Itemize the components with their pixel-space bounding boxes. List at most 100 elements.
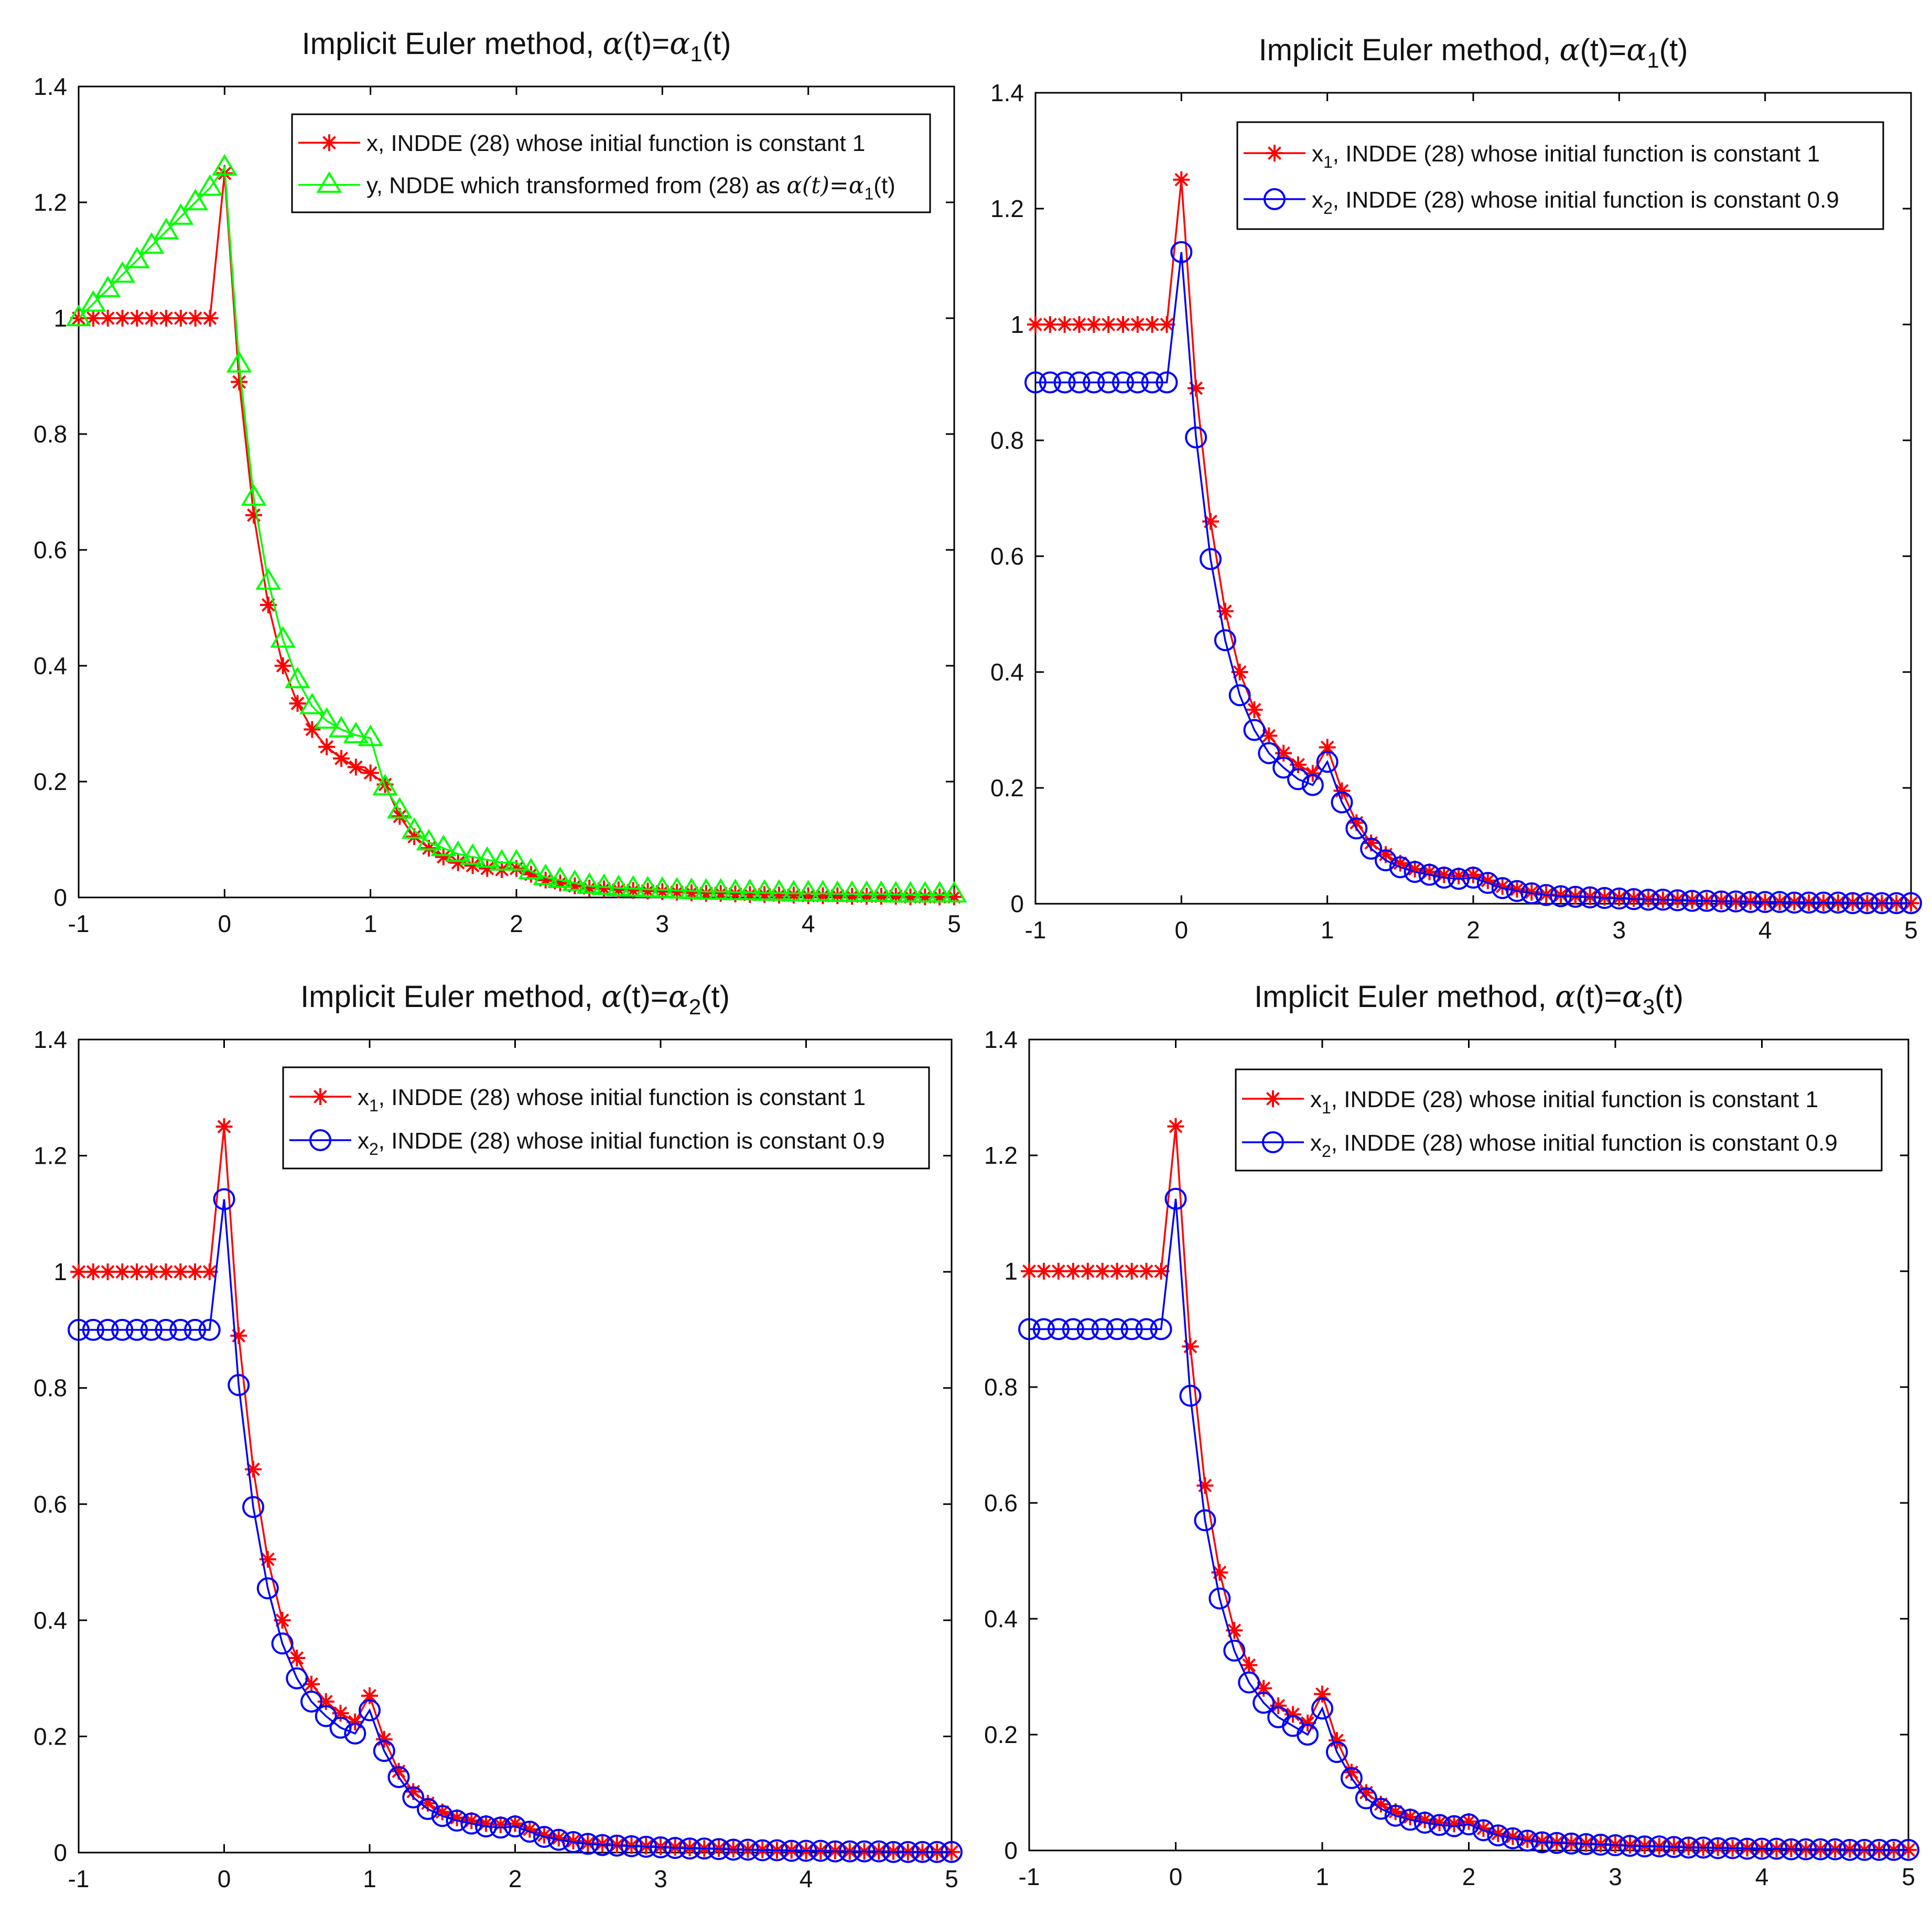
data-point-x2: [1531, 1831, 1553, 1854]
data-point-x1-d2: [537, 1828, 551, 1842]
y-tick-label: 1: [1010, 311, 1024, 338]
data-point-y: [299, 692, 325, 715]
data-point-y: [110, 261, 135, 283]
data-point-x2: [1448, 868, 1470, 890]
series-x2: [1018, 1187, 1919, 1861]
x-tick-label: 3: [1613, 916, 1626, 944]
legend-text: , INDDE (28) whose initial function is c…: [378, 131, 865, 156]
data-point-x2: [1164, 1187, 1187, 1210]
legend-label-x1: x1, INDDE (28) whose initial function is…: [1310, 1087, 1818, 1117]
data-point-x2: [926, 1841, 948, 1863]
x-tick-label: -1: [1025, 916, 1046, 944]
data-point-x1: [1056, 316, 1073, 333]
data-point-y: [124, 246, 150, 268]
x-tick-label: 5: [1904, 916, 1918, 944]
data-point-x2: [1535, 884, 1558, 906]
legend-label-y: y, NDDE which transformed from (28) as α…: [366, 172, 895, 203]
x-tick-label: -1: [68, 1865, 90, 1892]
data-point-x1: [1240, 1657, 1258, 1674]
data-point-x2: [1083, 371, 1105, 394]
data-point-x2: [1047, 1318, 1070, 1340]
data-point-x1: [361, 1687, 378, 1704]
data-point-x2: [155, 1318, 177, 1341]
x-tick-label: 3: [656, 910, 670, 937]
title-alpha-2: α: [1622, 979, 1643, 1014]
legend-marker-x1: [1266, 145, 1283, 162]
data-point-y: [912, 881, 938, 903]
data-point-y: [751, 879, 778, 901]
data-point-x-d2: [407, 830, 422, 843]
data-point-y: [343, 721, 369, 743]
data-point-x2: [1325, 1741, 1348, 1763]
data-point-x2: [329, 1716, 352, 1739]
data-point-x1: [1027, 316, 1044, 333]
legend-box: [282, 1066, 930, 1170]
data-point-x-d2: [188, 311, 202, 325]
data-point-x1-d2: [130, 1265, 144, 1279]
y-tick-label: 0.8: [34, 420, 67, 448]
title-prefix: Implicit Euler method,: [300, 980, 601, 1014]
data-point-y: [445, 840, 471, 862]
data-point-x2: [1106, 1318, 1128, 1340]
legend-subscript: 1: [369, 1096, 379, 1115]
data-point-x1: [1094, 1263, 1111, 1280]
data-point-x1-d2: [1087, 318, 1101, 331]
legend-label-x2: x2, INDDE (28) whose initial function is…: [1312, 187, 1839, 218]
data-point-x2: [1091, 1318, 1114, 1340]
data-point-x1: [1152, 1263, 1170, 1280]
legend-marker-x-d2: [322, 136, 336, 150]
data-point-x2: [1404, 861, 1426, 883]
title-alpha: α: [601, 979, 622, 1014]
data-point-x2: [1868, 1838, 1891, 1861]
data-point-x: [84, 310, 102, 327]
data-point-x1: [1050, 1263, 1067, 1280]
data-point-x1-d2: [1554, 888, 1568, 902]
data-point-x2: [1520, 882, 1543, 905]
data-point-x1-d2: [1422, 865, 1437, 879]
data-point-x2: [169, 1318, 192, 1341]
data-point-x2: [1472, 1819, 1495, 1842]
data-point-x: [289, 695, 306, 712]
data-point-x2: [519, 1821, 541, 1843]
data-point-x1-d2: [1116, 318, 1130, 331]
data-point-x1-d2: [115, 1265, 129, 1279]
data-point-x2: [198, 1318, 221, 1341]
data-point-x1-d2: [1277, 746, 1291, 760]
data-point-x2: [1238, 1671, 1260, 1694]
legend-symbol: x: [358, 1128, 369, 1154]
legend-text: , INDDE (28) whose initial function is c…: [1333, 141, 1820, 167]
data-point-x2: [242, 1496, 264, 1518]
legend-marker-y: [316, 171, 342, 193]
data-point-x1-d2: [1242, 1658, 1256, 1672]
data-point-y: [197, 174, 223, 196]
data-point-x2: [1663, 1836, 1685, 1858]
x-tick-label: 3: [1609, 1863, 1622, 1890]
data-point-x2: [1433, 867, 1455, 889]
data-point-y: [708, 878, 734, 900]
data-point-x2: [650, 1836, 672, 1859]
data-point-x1: [1328, 1732, 1345, 1749]
data-point-x2: [1018, 1318, 1040, 1340]
data-point-x-d2: [466, 859, 480, 873]
data-point-x: [347, 759, 364, 776]
data-point-y: [868, 880, 894, 902]
data-point-x2: [1200, 548, 1222, 570]
data-point-x2: [431, 1805, 454, 1827]
data-point-x1-d2: [552, 1831, 566, 1845]
data-point-x1: [288, 1649, 306, 1666]
data-point-x2: [228, 1374, 250, 1397]
x-tick-label: -1: [68, 910, 90, 937]
data-point-x1: [1167, 1118, 1184, 1135]
data-point-x2: [824, 1840, 846, 1863]
legend-marker-x1-d2: [314, 1090, 327, 1103]
data-point-x1-d2: [1233, 665, 1247, 679]
data-point-x2: [1579, 886, 1601, 908]
legend-box: [291, 113, 931, 213]
data-point-x2: [1841, 892, 1864, 914]
data-point-x1-d2: [523, 1822, 537, 1836]
title-suffix: (t): [1659, 33, 1688, 67]
legend-subscript: 2: [1323, 199, 1333, 218]
data-point-x2: [533, 1826, 555, 1848]
data-point-x2: [1185, 426, 1207, 449]
